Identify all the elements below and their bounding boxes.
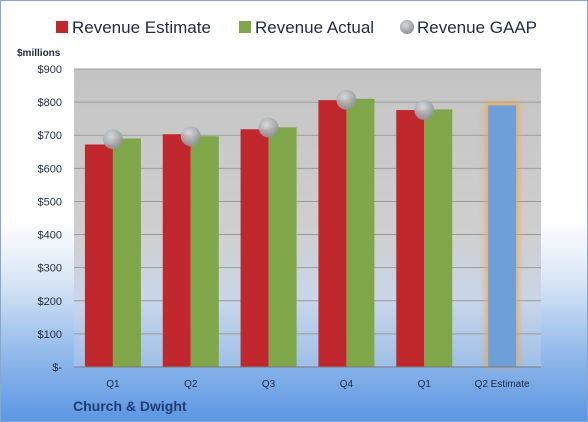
y-axis-title: $millions	[17, 48, 61, 59]
estimate-bar	[488, 105, 517, 367]
x-tick-label: Q1	[418, 379, 432, 390]
legend-swatch	[400, 20, 414, 34]
y-tick-label: $800	[38, 97, 62, 109]
y-tick-label: $600	[38, 163, 62, 175]
legend-label: Revenue Actual	[255, 18, 374, 37]
plot-area	[74, 69, 541, 367]
bar-revenue-actual	[268, 127, 297, 367]
x-tick-label: Q1	[106, 379, 120, 390]
legend-swatch	[239, 21, 251, 33]
bar-revenue-estimate	[162, 134, 191, 367]
x-tick-label: Q2 Estimate	[475, 379, 530, 390]
bar-revenue-actual	[424, 109, 453, 367]
y-tick-label: $300	[38, 263, 62, 275]
y-tick-label: $400	[38, 230, 62, 242]
bar-revenue-estimate	[84, 144, 113, 367]
dot-revenue-gaap	[414, 100, 435, 121]
bar-revenue-estimate	[318, 100, 347, 367]
company-name: Church & Dwight	[73, 398, 187, 414]
legend-swatch	[56, 21, 68, 33]
y-tick-label: $100	[38, 329, 62, 341]
x-tick-label: Q4	[340, 379, 354, 390]
x-tick-label: Q2	[184, 379, 198, 390]
dot-revenue-gaap	[258, 117, 279, 138]
dot-revenue-gaap	[336, 89, 357, 110]
y-tick-label: $900	[38, 64, 62, 76]
bar-revenue-actual	[190, 136, 219, 367]
bar-revenue-actual	[346, 98, 375, 368]
y-tick-label: $-	[52, 362, 62, 374]
bar-revenue-estimate	[396, 110, 425, 368]
y-tick-label: $500	[38, 196, 62, 208]
dot-revenue-gaap	[102, 129, 123, 150]
y-tick-label: $700	[38, 130, 62, 142]
bar-revenue-actual	[112, 138, 141, 367]
legend-label: Revenue Estimate	[72, 18, 211, 37]
bar-revenue-estimate	[240, 129, 269, 367]
y-tick-label: $200	[38, 296, 62, 308]
legend-label: Revenue GAAP	[417, 18, 537, 37]
x-tick-label: Q3	[262, 379, 276, 390]
dot-revenue-gaap	[180, 126, 201, 147]
